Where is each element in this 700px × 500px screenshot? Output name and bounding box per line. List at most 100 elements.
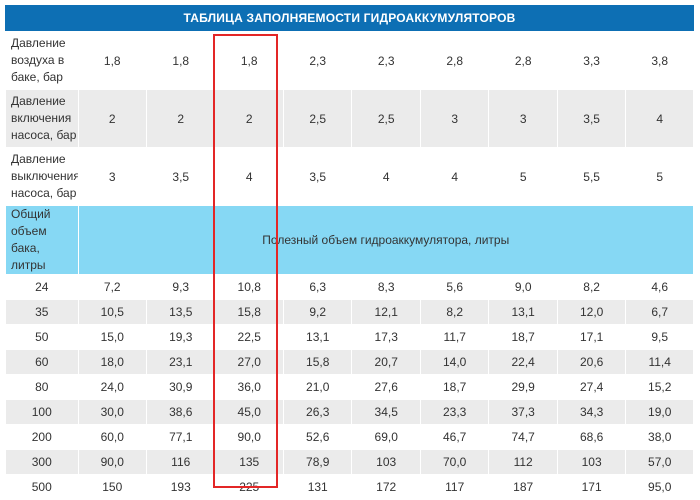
useful-volume-cell: 38,0 [625, 424, 694, 450]
pressure-cell: 2,3 [282, 31, 353, 90]
pressure-cell: 3,5 [282, 147, 353, 206]
useful-volume-cell: 9,5 [625, 324, 694, 350]
useful-volume-cell: 30,9 [145, 374, 216, 400]
useful-volume-cell: 22,4 [488, 349, 558, 375]
pressure-cell: 3,5 [556, 89, 627, 148]
volume-row: 300 90,0 116 135 78,9 103 70,0 112 103 57,0 [5, 449, 694, 475]
useful-volume-cell: 15,8 [282, 349, 353, 375]
useful-volume-cell: 24,0 [77, 374, 148, 400]
useful-volume-cell: 27,6 [351, 374, 421, 400]
fill-table: Давление воздуха в баке, бар 1,8 1,8 1,8 2,3… [5, 31, 695, 500]
useful-volume-cell: 8,2 [556, 274, 627, 300]
useful-volume-cell: 12,0 [556, 299, 627, 325]
useful-volume-cell: 45,0 [214, 399, 284, 425]
pressure-row: Давление воздуха в баке, бар 1,8 1,8 1,8 2,3… [5, 31, 694, 90]
volume-row: 60 18,0 23,1 27,0 15,8 20,7 14,0 22,4 20,6 11,4 [5, 349, 694, 375]
useful-volume-cell: 34,3 [556, 399, 627, 425]
useful-volume-cell: 103 [556, 449, 627, 475]
useful-volume-cell: 187 [488, 474, 558, 500]
useful-volume-cell: 27,0 [214, 349, 284, 375]
pressure-row: Давление включения насоса, бар 2 2 2 2,5 2,5 3… [5, 89, 694, 148]
useful-volume-cell: 20,7 [351, 349, 421, 375]
pressure-cell: 2 [214, 89, 284, 148]
volume-row: 50 15,0 19,3 22,5 13,1 17,3 11,7 18,7 17,1 9,5 [5, 324, 694, 350]
total-volume-cell: 24 [5, 274, 79, 300]
useful-volume-cell: 5,6 [419, 274, 490, 300]
useful-volume-cell: 36,0 [214, 374, 284, 400]
useful-volume-cell: 26,3 [282, 399, 353, 425]
useful-volume-cell: 135 [214, 449, 284, 475]
useful-volume-cell: 30,0 [77, 399, 148, 425]
useful-volume-cell: 7,2 [77, 274, 148, 300]
useful-volume-cell: 52,6 [282, 424, 353, 450]
pressure-cell: 1,8 [145, 31, 216, 90]
useful-volume-cell: 6,3 [282, 274, 353, 300]
table-title: ТАБЛИЦА ЗАПОЛНЯЕМОСТИ ГИДРОАККУМУЛЯТОРОВ [5, 5, 694, 31]
useful-volume-cell: 131 [282, 474, 353, 500]
useful-volume-cell: 172 [351, 474, 421, 500]
total-volume-cell: 80 [5, 374, 79, 400]
useful-volume-cell: 19,3 [145, 324, 216, 350]
useful-volume-cell: 77,1 [145, 424, 216, 450]
useful-volume-cell: 150 [77, 474, 148, 500]
useful-volume-cell: 15,8 [214, 299, 284, 325]
useful-volume-cell: 29,9 [488, 374, 558, 400]
useful-volume-cell: 13,1 [282, 324, 353, 350]
useful-volume-cell: 34,5 [351, 399, 421, 425]
useful-volume-cell: 225 [214, 474, 284, 500]
useful-volume-header: Полезный объем гидроаккумулятора, литры [77, 205, 695, 275]
useful-volume-cell: 13,5 [145, 299, 216, 325]
useful-volume-cell: 9,0 [488, 274, 558, 300]
useful-volume-cell: 116 [145, 449, 216, 475]
pressure-cell: 1,8 [77, 31, 148, 90]
table-container: ТАБЛИЦА ЗАПОЛНЯЕМОСТИ ГИДРОАККУМУЛЯТОРОВ… [5, 5, 695, 500]
useful-volume-cell: 8,3 [351, 274, 421, 300]
useful-volume-cell: 112 [488, 449, 558, 475]
useful-volume-cell: 9,3 [145, 274, 216, 300]
pressure-row-label: Давление выключения насоса, бар [5, 147, 79, 206]
useful-volume-cell: 18,0 [77, 349, 148, 375]
total-volume-cell: 200 [5, 424, 79, 450]
useful-volume-cell: 23,1 [145, 349, 216, 375]
pressure-cell: 3,3 [556, 31, 627, 90]
total-volume-cell: 60 [5, 349, 79, 375]
useful-volume-cell: 18,7 [419, 374, 490, 400]
pressure-cell: 3 [77, 147, 148, 206]
useful-volume-cell: 23,3 [419, 399, 490, 425]
useful-volume-cell: 15,2 [625, 374, 694, 400]
useful-volume-cell: 21,0 [282, 374, 353, 400]
pressure-row-label: Давление включения насоса, бар [5, 89, 79, 148]
useful-volume-cell: 4,6 [625, 274, 694, 300]
pressure-cell: 4 [351, 147, 421, 206]
pressure-cell: 2,3 [351, 31, 421, 90]
pressure-cell: 5,5 [556, 147, 627, 206]
volume-row: 100 30,0 38,6 45,0 26,3 34,5 23,3 37,3 34,3 19,0 [5, 399, 694, 425]
useful-volume-cell: 10,5 [77, 299, 148, 325]
pressure-cell: 3 [419, 89, 490, 148]
volume-header-row: Общий объем бака, литры Полезный объем ги… [5, 205, 695, 275]
useful-volume-cell: 103 [351, 449, 421, 475]
pressure-cell: 4 [214, 147, 284, 206]
useful-volume-cell: 15,0 [77, 324, 148, 350]
useful-volume-cell: 69,0 [351, 424, 421, 450]
volume-row: 500 150 193 225 131 172 117 187 171 95,0 [5, 474, 694, 500]
pressure-cell: 3,8 [625, 31, 694, 90]
useful-volume-cell: 70,0 [419, 449, 490, 475]
total-volume-cell: 500 [5, 474, 79, 500]
volume-row: 35 10,5 13,5 15,8 9,2 12,1 8,2 13,1 12,0 6,7 [5, 299, 694, 325]
useful-volume-cell: 13,1 [488, 299, 558, 325]
useful-volume-cell: 90,0 [77, 449, 148, 475]
pressure-cell: 3,5 [145, 147, 216, 206]
useful-volume-cell: 46,7 [419, 424, 490, 450]
total-volume-cell: 50 [5, 324, 79, 350]
useful-volume-cell: 11,4 [625, 349, 694, 375]
useful-volume-cell: 74,7 [488, 424, 558, 450]
pressure-row: Давление выключения насоса, бар 3 3,5 4 3,5 4… [5, 147, 694, 206]
useful-volume-cell: 18,7 [488, 324, 558, 350]
useful-volume-cell: 171 [556, 474, 627, 500]
pressure-cell: 1,8 [214, 31, 284, 90]
pressure-row-label: Давление воздуха в баке, бар [5, 31, 79, 90]
pressure-cell: 2 [77, 89, 148, 148]
useful-volume-cell: 14,0 [419, 349, 490, 375]
pressure-cell: 3 [488, 89, 558, 148]
